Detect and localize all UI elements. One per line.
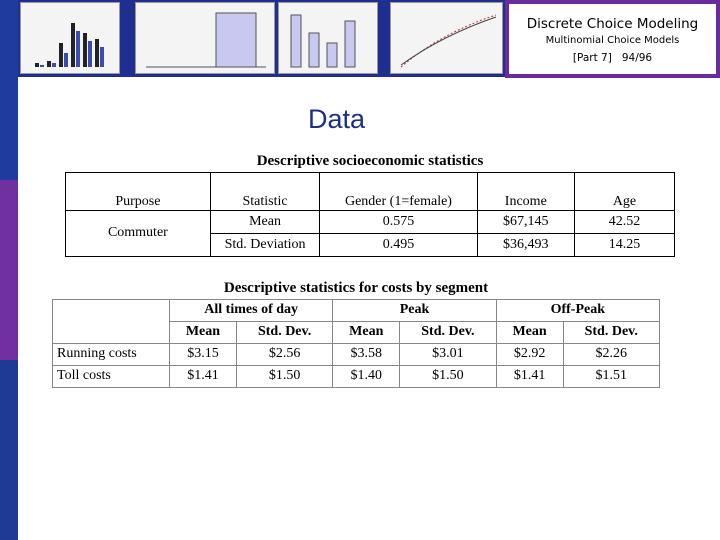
thumbnail [135,2,275,74]
column-header: Std. Dev. [235,321,334,344]
column-header: Purpose [65,172,211,211]
thumb-chart [146,12,266,68]
corner-cell [52,299,170,344]
thumbnail [20,2,120,74]
column-header: Mean [495,321,564,344]
cell: Std. Deviation [209,233,321,257]
cell: 0.575 [319,210,478,234]
thumbnail [278,2,378,74]
cell: $1.40 [332,365,401,388]
row-label: Running costs [52,343,170,366]
cell: $2.56 [235,343,334,366]
group-header: Off-Peak [495,299,661,322]
table: Purpose Statistic Gender (1=female) Income A… [65,172,676,257]
side-bar [0,0,18,180]
cell: $2.92 [495,343,564,366]
cell: Mean [209,210,321,234]
part-label: [Part 7] [572,52,612,64]
group-header: Peak [332,299,497,322]
cell: $36,493 [476,233,575,257]
column-header: Statistic [209,172,321,211]
column-header: Std. Dev. [562,321,661,344]
group-row: All times of day Peak Off-Peak [52,299,661,344]
thumb-chart [290,14,356,68]
thumbnail-strip [18,0,505,77]
header-box: Discrete Choice Modeling Multinomial Cho… [505,0,720,78]
group-header: All times of day [168,299,334,322]
thumb-chart [400,14,497,68]
thumbnail [390,2,503,74]
thumb-chart [35,23,104,67]
slide-title: Data [308,104,366,134]
column-header: Mean [169,321,237,344]
row-label: Toll costs [52,365,170,388]
cell: $1.50 [235,365,334,388]
page-number: 94/96 [621,52,653,64]
cell: 42.52 [573,210,676,234]
column-header: Income [476,172,575,211]
header-subtitle: Multinomial Choice Models [545,35,680,46]
column-header: Age [573,172,676,211]
cell: $1.41 [169,365,237,388]
cell: $3.01 [399,343,497,366]
table-caption: Descriptive socioeconomic statistics [256,153,484,169]
header-title: Discrete Choice Modeling [526,16,699,32]
cell: $1.51 [562,365,661,388]
side-bar [0,180,18,360]
table-row: Commuter Mean 0.575 $67,145 42.52 [65,210,676,257]
column-header: Gender (1=female) [319,172,478,211]
column-header: Mean [332,321,401,344]
cell: $1.41 [495,365,564,388]
cell: $3.58 [332,343,401,366]
cell: $1.50 [399,365,497,388]
cell: $2.26 [562,343,661,366]
side-bar [0,360,18,540]
cell: $3.15 [169,343,237,366]
column-header: Std. Dev. [399,321,497,344]
table-row: Running costs $3.15 $2.56 $3.58 $3.01 $2.92 $2… [52,343,661,366]
cell: 0.495 [319,233,478,257]
cell: 14.25 [573,233,676,257]
table-row: Std. Deviation 0.495 $36,493 14.25 [66,233,676,257]
cell: Commuter [65,210,211,257]
table-row: Toll costs $1.41 $1.50 $1.40 $1.50 $1.41 $1.51 [52,365,661,388]
table: All times of day Peak Off-Peak Mean Std. Dev… [52,299,661,388]
cell: $67,145 [476,210,575,234]
header-row: Purpose Statistic Gender (1=female) Income A… [65,172,676,211]
table-caption: Descriptive statistics for costs by segm… [223,280,489,296]
